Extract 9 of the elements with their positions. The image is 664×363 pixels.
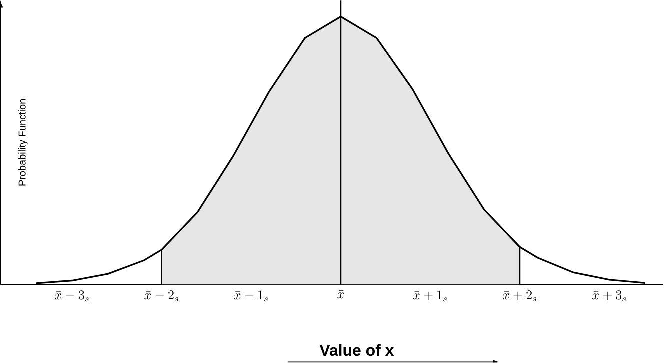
x-axis-title: Value of x — [320, 344, 394, 356]
x-tick-label: $\bar{x}$ — [338, 290, 344, 299]
y-axis-title: Probability Function — [18, 100, 28, 186]
x-tick-label: $\bar{x}-3_{s}$ — [55, 290, 89, 302]
x-tick-label: $\bar{x}+3_{s}$ — [592, 290, 626, 302]
x-tick-label: $\bar{x}-2_{s}$ — [144, 290, 178, 302]
x-tick-label: $\bar{x}+1_{s}$ — [413, 290, 447, 302]
x-tick-label: $\bar{x}-1_{s}$ — [234, 290, 268, 302]
x-tick-label: $\bar{x}+2_{s}$ — [502, 290, 536, 302]
